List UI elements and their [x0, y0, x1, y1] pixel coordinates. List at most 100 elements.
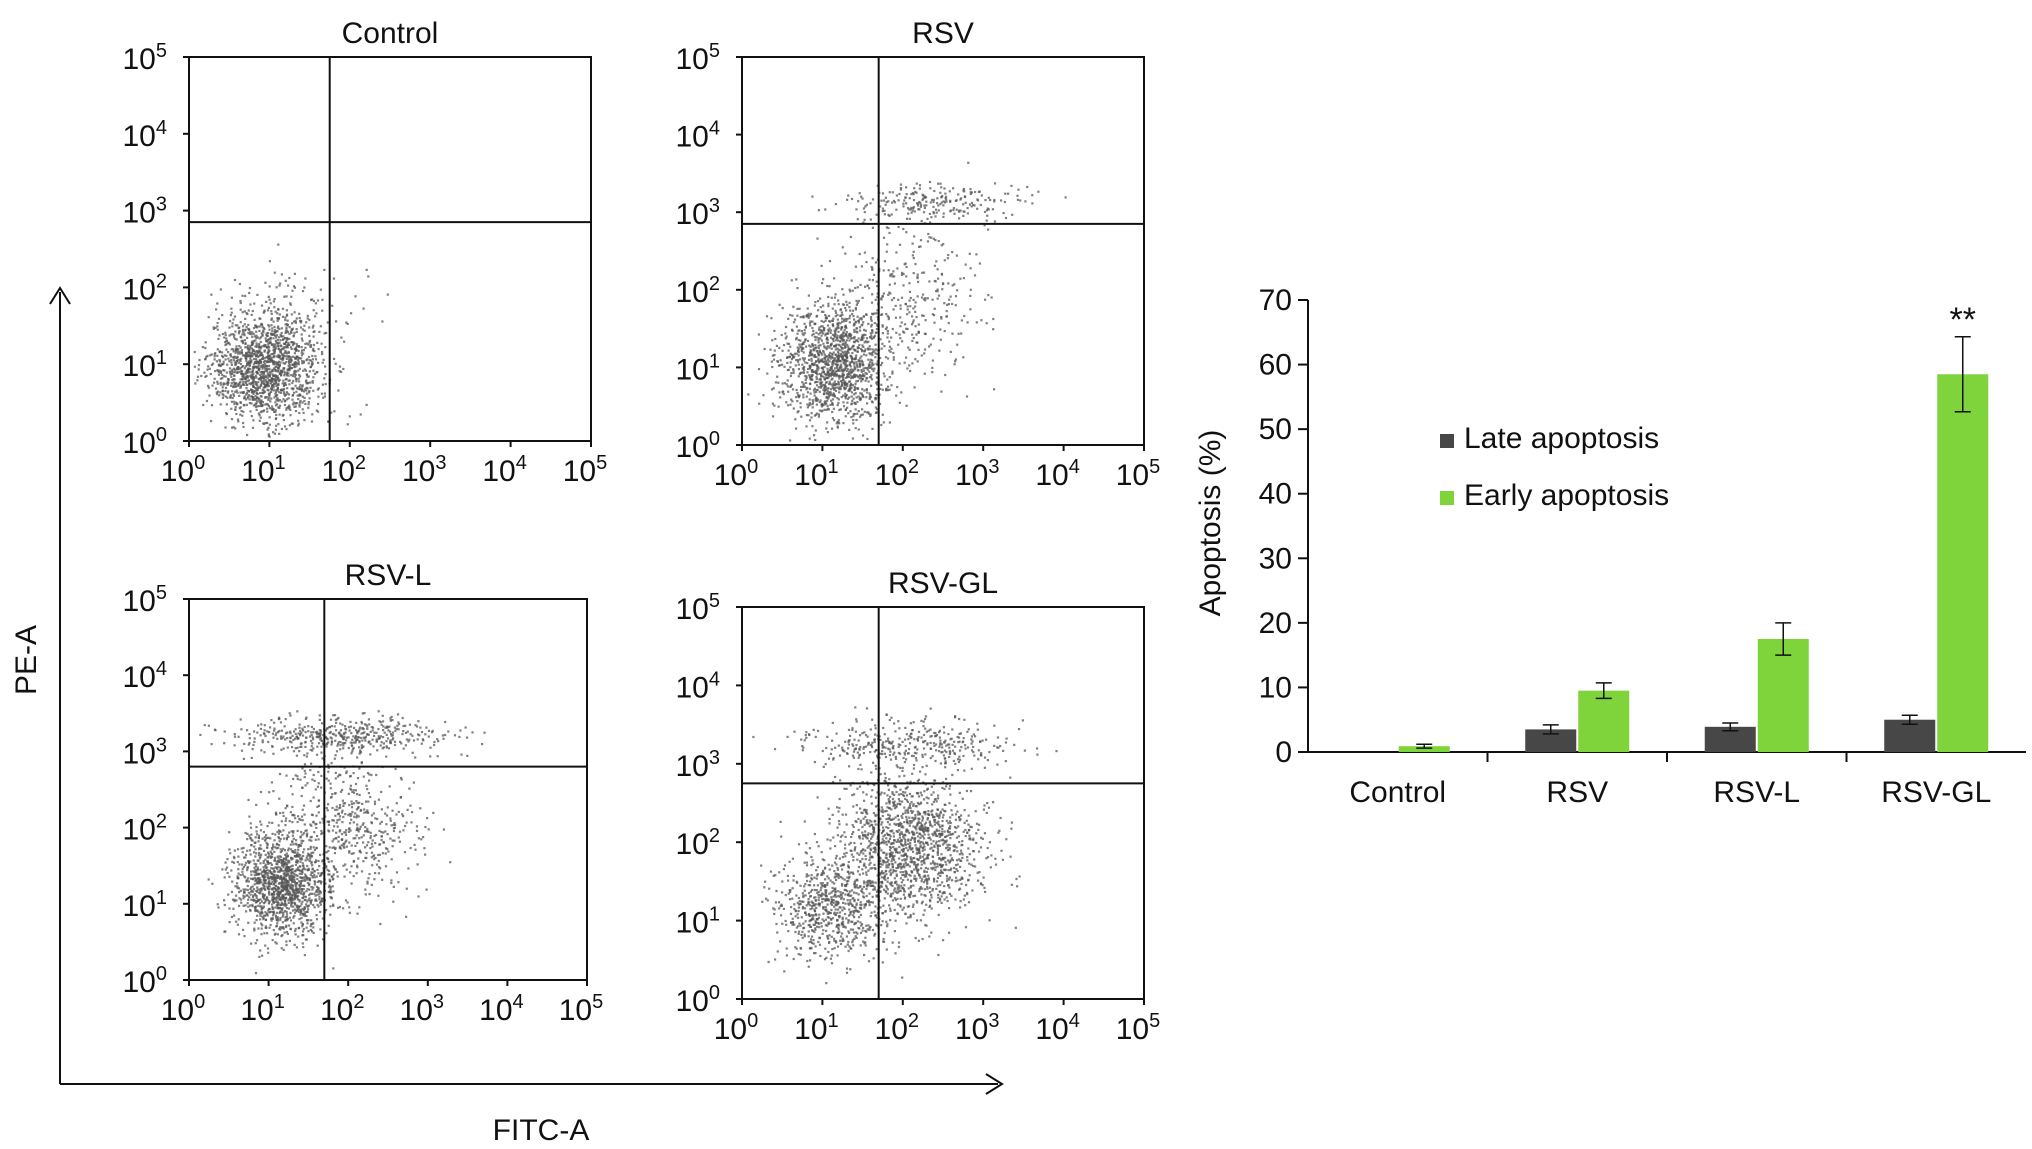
scatter-point-19	[266, 932, 269, 935]
scatter-point-1593	[975, 321, 978, 324]
scatter-point-1280	[798, 307, 801, 310]
scatter-point-248	[876, 388, 879, 391]
scatter-point-829	[248, 849, 252, 852]
scatter-point-1223	[290, 905, 293, 908]
scatter-point-507	[249, 860, 252, 863]
scatter-point-1105	[222, 360, 225, 363]
scatter-point-652	[320, 829, 323, 833]
scatter-point-769	[863, 341, 866, 344]
scatter-point-1553	[324, 346, 327, 349]
scatter-point-1519	[868, 287, 871, 290]
scatter-point-1492	[268, 298, 271, 301]
scatter-point-1092	[323, 392, 326, 395]
scatter-point-1367	[375, 833, 378, 837]
scatter-point-1457	[256, 392, 259, 396]
scatter-point-1848	[917, 208, 920, 211]
y-tick-label-3: 103	[123, 194, 168, 230]
scatter-point-290	[266, 866, 269, 869]
scatter-point-817	[257, 355, 260, 358]
scatter-point-843	[213, 381, 216, 384]
scatter-point-1104	[852, 418, 855, 422]
scatter-point-1450	[849, 235, 852, 239]
scatter-point-358	[297, 848, 300, 851]
scatter-point-1299	[832, 359, 835, 363]
scatter-point-858	[267, 856, 270, 859]
scatter-point-1512	[931, 313, 934, 316]
scatter-point-162	[859, 392, 862, 395]
scatter-point-140	[314, 358, 318, 361]
scatter-point-577	[275, 336, 278, 339]
scatter-point-1518	[874, 331, 877, 334]
scatter-point-695	[313, 372, 316, 375]
scatter-point-1531	[294, 357, 297, 360]
scatter-point-973	[308, 882, 311, 885]
scatter-point-977	[271, 914, 275, 917]
scatter-point-1575	[238, 282, 241, 286]
scatter-point-327	[864, 379, 867, 382]
scatter-point-1261	[295, 317, 298, 320]
scatter-point-788	[271, 903, 274, 906]
scatter-point-1600	[362, 307, 365, 310]
scatter-point-375	[324, 373, 327, 376]
scatter-point-1621	[911, 321, 915, 324]
scatter-point-1641	[947, 253, 950, 257]
scatter-point-1542	[291, 289, 294, 292]
scatter-point-1758	[887, 200, 890, 203]
scatter-point-1097	[224, 395, 227, 398]
scatter-point-399	[285, 344, 288, 347]
scatter-point-1456	[903, 361, 906, 364]
scatter-point-18	[812, 389, 816, 392]
scatter-point-640	[795, 427, 798, 430]
scatter-point-926	[289, 887, 292, 890]
scatter-point-1488	[882, 269, 885, 272]
scatter-point-450	[792, 305, 795, 308]
scatter-point-176	[266, 421, 269, 425]
scatter-point-563	[287, 868, 290, 871]
scatter-point-589	[280, 947, 283, 950]
scatter-point-1289	[286, 313, 289, 316]
y-tick-label-5: 105	[676, 40, 721, 76]
scatter-point-634	[249, 388, 253, 391]
scatter-point-1390	[369, 831, 372, 834]
scatter-point-652	[827, 329, 830, 333]
scatter-point-1046	[288, 379, 291, 382]
scatter-point-336	[300, 839, 303, 842]
scatter-point-964	[202, 403, 205, 407]
scatter-point-80	[832, 351, 835, 354]
scatter-point-949	[283, 901, 287, 904]
scatter-point-1561	[906, 327, 909, 331]
scatter-point-120	[305, 321, 308, 324]
scatter-point-1263	[301, 871, 304, 874]
scatter-point-1292	[334, 868, 337, 871]
scatter-point-312	[253, 866, 256, 869]
scatter-point-807	[265, 402, 268, 406]
scatter-point-1684	[962, 187, 966, 191]
scatter-point-1060	[811, 406, 814, 409]
scatter-point-1667	[920, 354, 923, 357]
scatter-point-238	[266, 899, 269, 902]
scatter-point-1677	[948, 298, 951, 301]
scatter-point-173	[845, 369, 848, 373]
scatter-point-1002	[277, 876, 280, 879]
scatter-point-237	[216, 903, 219, 906]
scatter-point-1091	[303, 914, 306, 917]
scatter-point-296	[221, 363, 224, 366]
scatter-point-1530	[290, 313, 293, 316]
scatter-point-1292	[291, 381, 294, 385]
scatter-point-179	[868, 278, 871, 281]
scatter-point-1109	[273, 839, 276, 842]
scatter-point-1088	[835, 366, 839, 369]
scatter-point-141	[255, 342, 258, 345]
scatter-point-1082	[784, 332, 787, 335]
scatter-point-989	[329, 880, 332, 883]
scatter-point-365	[799, 406, 802, 409]
scatter-point-508	[283, 394, 286, 397]
scatter-point-725	[247, 905, 250, 908]
scatter-point-1466	[917, 280, 920, 283]
scatter-point-1129	[797, 347, 800, 350]
scatter-point-1039	[271, 899, 274, 902]
scatter-point-373	[815, 376, 818, 379]
scatter-point-370	[852, 324, 855, 327]
scatter-point-1146	[803, 385, 806, 388]
